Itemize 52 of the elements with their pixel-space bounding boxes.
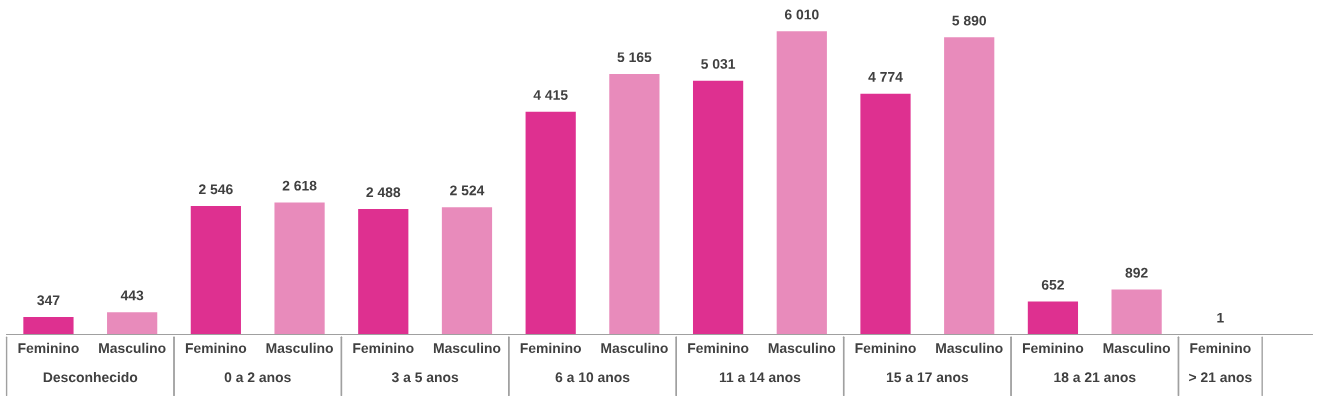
- x-tick-label: Feminino: [520, 342, 581, 354]
- data-label: 2 524: [450, 185, 485, 196]
- text: 18 a 21 anos: [1054, 372, 1136, 383]
- bar: [1111, 289, 1162, 335]
- data-label: 5 031: [701, 59, 736, 69]
- data-label: 892: [1125, 267, 1148, 278]
- data-label: 2 618: [282, 180, 317, 191]
- data-label: 5 890: [952, 15, 987, 26]
- bar: [860, 93, 911, 335]
- bar: [609, 73, 660, 335]
- bar: [23, 316, 74, 335]
- data-label: 2 488: [366, 187, 401, 198]
- bar: [944, 37, 995, 335]
- x-tick-label: Feminino: [18, 342, 79, 354]
- data-label: 2 546: [198, 184, 233, 195]
- text: > 21 anos: [1189, 372, 1252, 383]
- x-tick-label: Masculino: [1103, 342, 1171, 354]
- data-label: 347: [37, 295, 60, 306]
- bar: [1027, 301, 1079, 335]
- text: 0 a 2 anos: [224, 372, 291, 383]
- text: 3 a 5 anos: [391, 372, 459, 383]
- data-label: 652: [1041, 279, 1064, 290]
- data-label: 443: [120, 290, 144, 301]
- text: 11 a 14 anos: [719, 372, 801, 383]
- x-tick-label: Feminino: [185, 342, 247, 354]
- data-label: 6 010: [784, 9, 819, 20]
- x-tick-label: Masculino: [433, 342, 501, 354]
- bar: [107, 312, 158, 335]
- x-tick-label: Masculino: [99, 342, 166, 354]
- bar: [274, 202, 325, 335]
- data-label: 5 165: [617, 52, 652, 63]
- x-tick-label: Feminino: [353, 342, 414, 354]
- data-label: 4 415: [533, 90, 568, 100]
- bar: [525, 111, 576, 335]
- x-tick-label: Feminino: [1022, 342, 1084, 354]
- x-tick-label: Feminino: [1190, 342, 1251, 354]
- bar: [358, 208, 409, 335]
- text: Desconhecido: [43, 371, 138, 383]
- bar: [692, 80, 744, 335]
- data-label: 1: [1217, 312, 1224, 323]
- bar: [190, 206, 241, 335]
- x-tick-label: Masculino: [768, 342, 836, 354]
- x-tick-label: Masculino: [601, 342, 668, 354]
- x-tick-label: Feminino: [688, 342, 749, 354]
- data-label: 4 774: [868, 72, 903, 82]
- text: 6 a 10 anos: [555, 372, 630, 383]
- x-tick-label: Feminino: [855, 342, 916, 354]
- bar: [441, 207, 493, 335]
- text: 15 a 17 anos: [886, 372, 969, 383]
- x-tick-label: Masculino: [266, 342, 333, 354]
- bar: [776, 31, 827, 335]
- x-tick-label: Masculino: [936, 342, 1003, 354]
